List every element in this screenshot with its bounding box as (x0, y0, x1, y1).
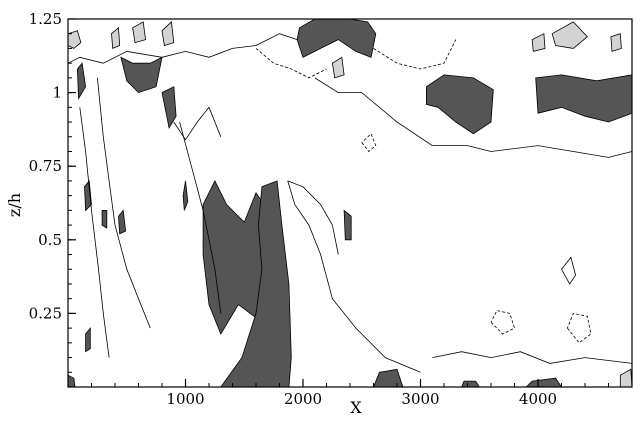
contour-line-0 (287, 180, 421, 373)
contour-region-dark-6 (120, 56, 163, 94)
contour-region-light-20 (132, 21, 147, 44)
contour-region-dark-16 (525, 377, 563, 388)
contour-region-dark-15 (461, 380, 481, 388)
x-tick-labels: 1000 2000 3000 4000 (166, 390, 557, 408)
contour-region-light-19 (111, 26, 121, 49)
contour-line-2 (173, 106, 222, 141)
contour-region-light-21 (161, 21, 175, 47)
contour-region-dark-2 (296, 18, 377, 58)
contour-region-light-22 (331, 56, 345, 79)
y-tick-labels: 0.25 0.5 0.75 1 1.25 (29, 10, 62, 322)
y-tick-label: 0.75 (29, 157, 62, 175)
contour-line-5 (79, 107, 110, 358)
contour-line-9 (373, 39, 457, 70)
y-tick-label: 0.5 (38, 231, 62, 249)
x-tick-label: 3000 (401, 390, 439, 408)
contour-region-dark-14 (372, 368, 404, 388)
contour-region-dark-8 (182, 180, 189, 211)
contour-region-dark-9 (84, 179, 92, 212)
x-axis-label: X (350, 398, 362, 417)
contour-region-dark-13 (85, 326, 91, 353)
contour-region-dark-10 (101, 209, 108, 229)
contour-region-dark-5 (76, 62, 87, 100)
contour-line-12 (567, 312, 592, 344)
contour-region-dark-11 (118, 209, 127, 235)
contour-region-dark-12 (343, 209, 352, 241)
contour-lines (67, 33, 633, 373)
contour-line-8 (255, 48, 327, 79)
contour-line-3 (314, 77, 633, 158)
contour-region-dark-3 (425, 74, 494, 135)
x-tick-label: 4000 (519, 390, 557, 408)
contour-fills (67, 18, 633, 388)
contour-region-light-23 (531, 33, 546, 52)
contour-region-dark-4 (535, 74, 633, 123)
contour-line-13 (561, 256, 577, 285)
contour-line-11 (490, 310, 515, 335)
contour-region-light-25 (610, 33, 622, 52)
contour-region-dark-17 (67, 374, 76, 388)
y-tick-label: 0.25 (29, 304, 62, 322)
contour-line-6 (179, 121, 222, 314)
contour-line-14 (67, 33, 298, 64)
axis-ticks (68, 18, 609, 387)
contour-line-10 (361, 133, 377, 153)
contour-line-7 (432, 351, 633, 364)
contour-region-light-24 (551, 21, 588, 49)
x-tick-label: 2000 (284, 390, 322, 408)
contour-line-4 (97, 77, 151, 329)
x-tick-label: 1000 (166, 390, 204, 408)
contour-line-1 (287, 180, 339, 255)
contour-region-dark-7 (161, 86, 177, 129)
y-tick-label: 1 (52, 84, 62, 102)
y-tick-label: 1.25 (29, 10, 62, 28)
y-axis-label: z/h (5, 193, 24, 217)
contour-region-light-26 (619, 368, 633, 388)
